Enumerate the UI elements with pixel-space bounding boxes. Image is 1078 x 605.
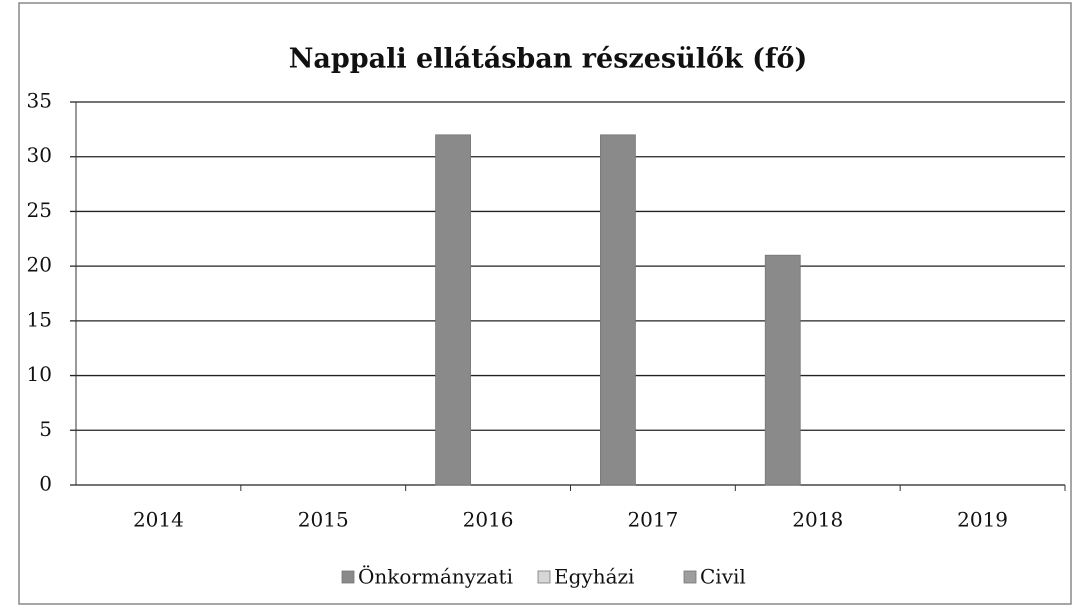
legend-label: Civil [700, 565, 746, 589]
y-tick-label: 20 [27, 253, 52, 277]
legend-swatch [537, 570, 551, 584]
y-tick-label: 25 [27, 198, 52, 222]
bar [600, 134, 636, 486]
y-tick-label: 0 [39, 472, 52, 496]
x-tick-label: 2019 [957, 508, 1008, 532]
y-tick-label: 15 [27, 307, 52, 331]
chart-frame [18, 2, 1072, 605]
y-tick-label: 35 [27, 89, 52, 113]
bar [435, 134, 471, 486]
legend-label: Önkormányzati [358, 564, 513, 589]
x-tick-label: 2016 [463, 508, 514, 532]
y-tick-label: 30 [27, 143, 52, 167]
y-tick-label: 10 [27, 362, 52, 386]
y-tick-label: 5 [39, 417, 52, 441]
x-tick-label: 2015 [298, 508, 349, 532]
x-tick-label: 2014 [133, 508, 184, 532]
legend-swatch [341, 570, 355, 584]
legend-swatch [683, 570, 697, 584]
x-tick-label: 2018 [792, 508, 843, 532]
legend-label: Egyházi [554, 565, 634, 589]
bar [764, 254, 801, 486]
x-tick-label: 2017 [627, 508, 678, 532]
chart-title: Nappali ellátásban részesülők (fő) [289, 44, 808, 75]
